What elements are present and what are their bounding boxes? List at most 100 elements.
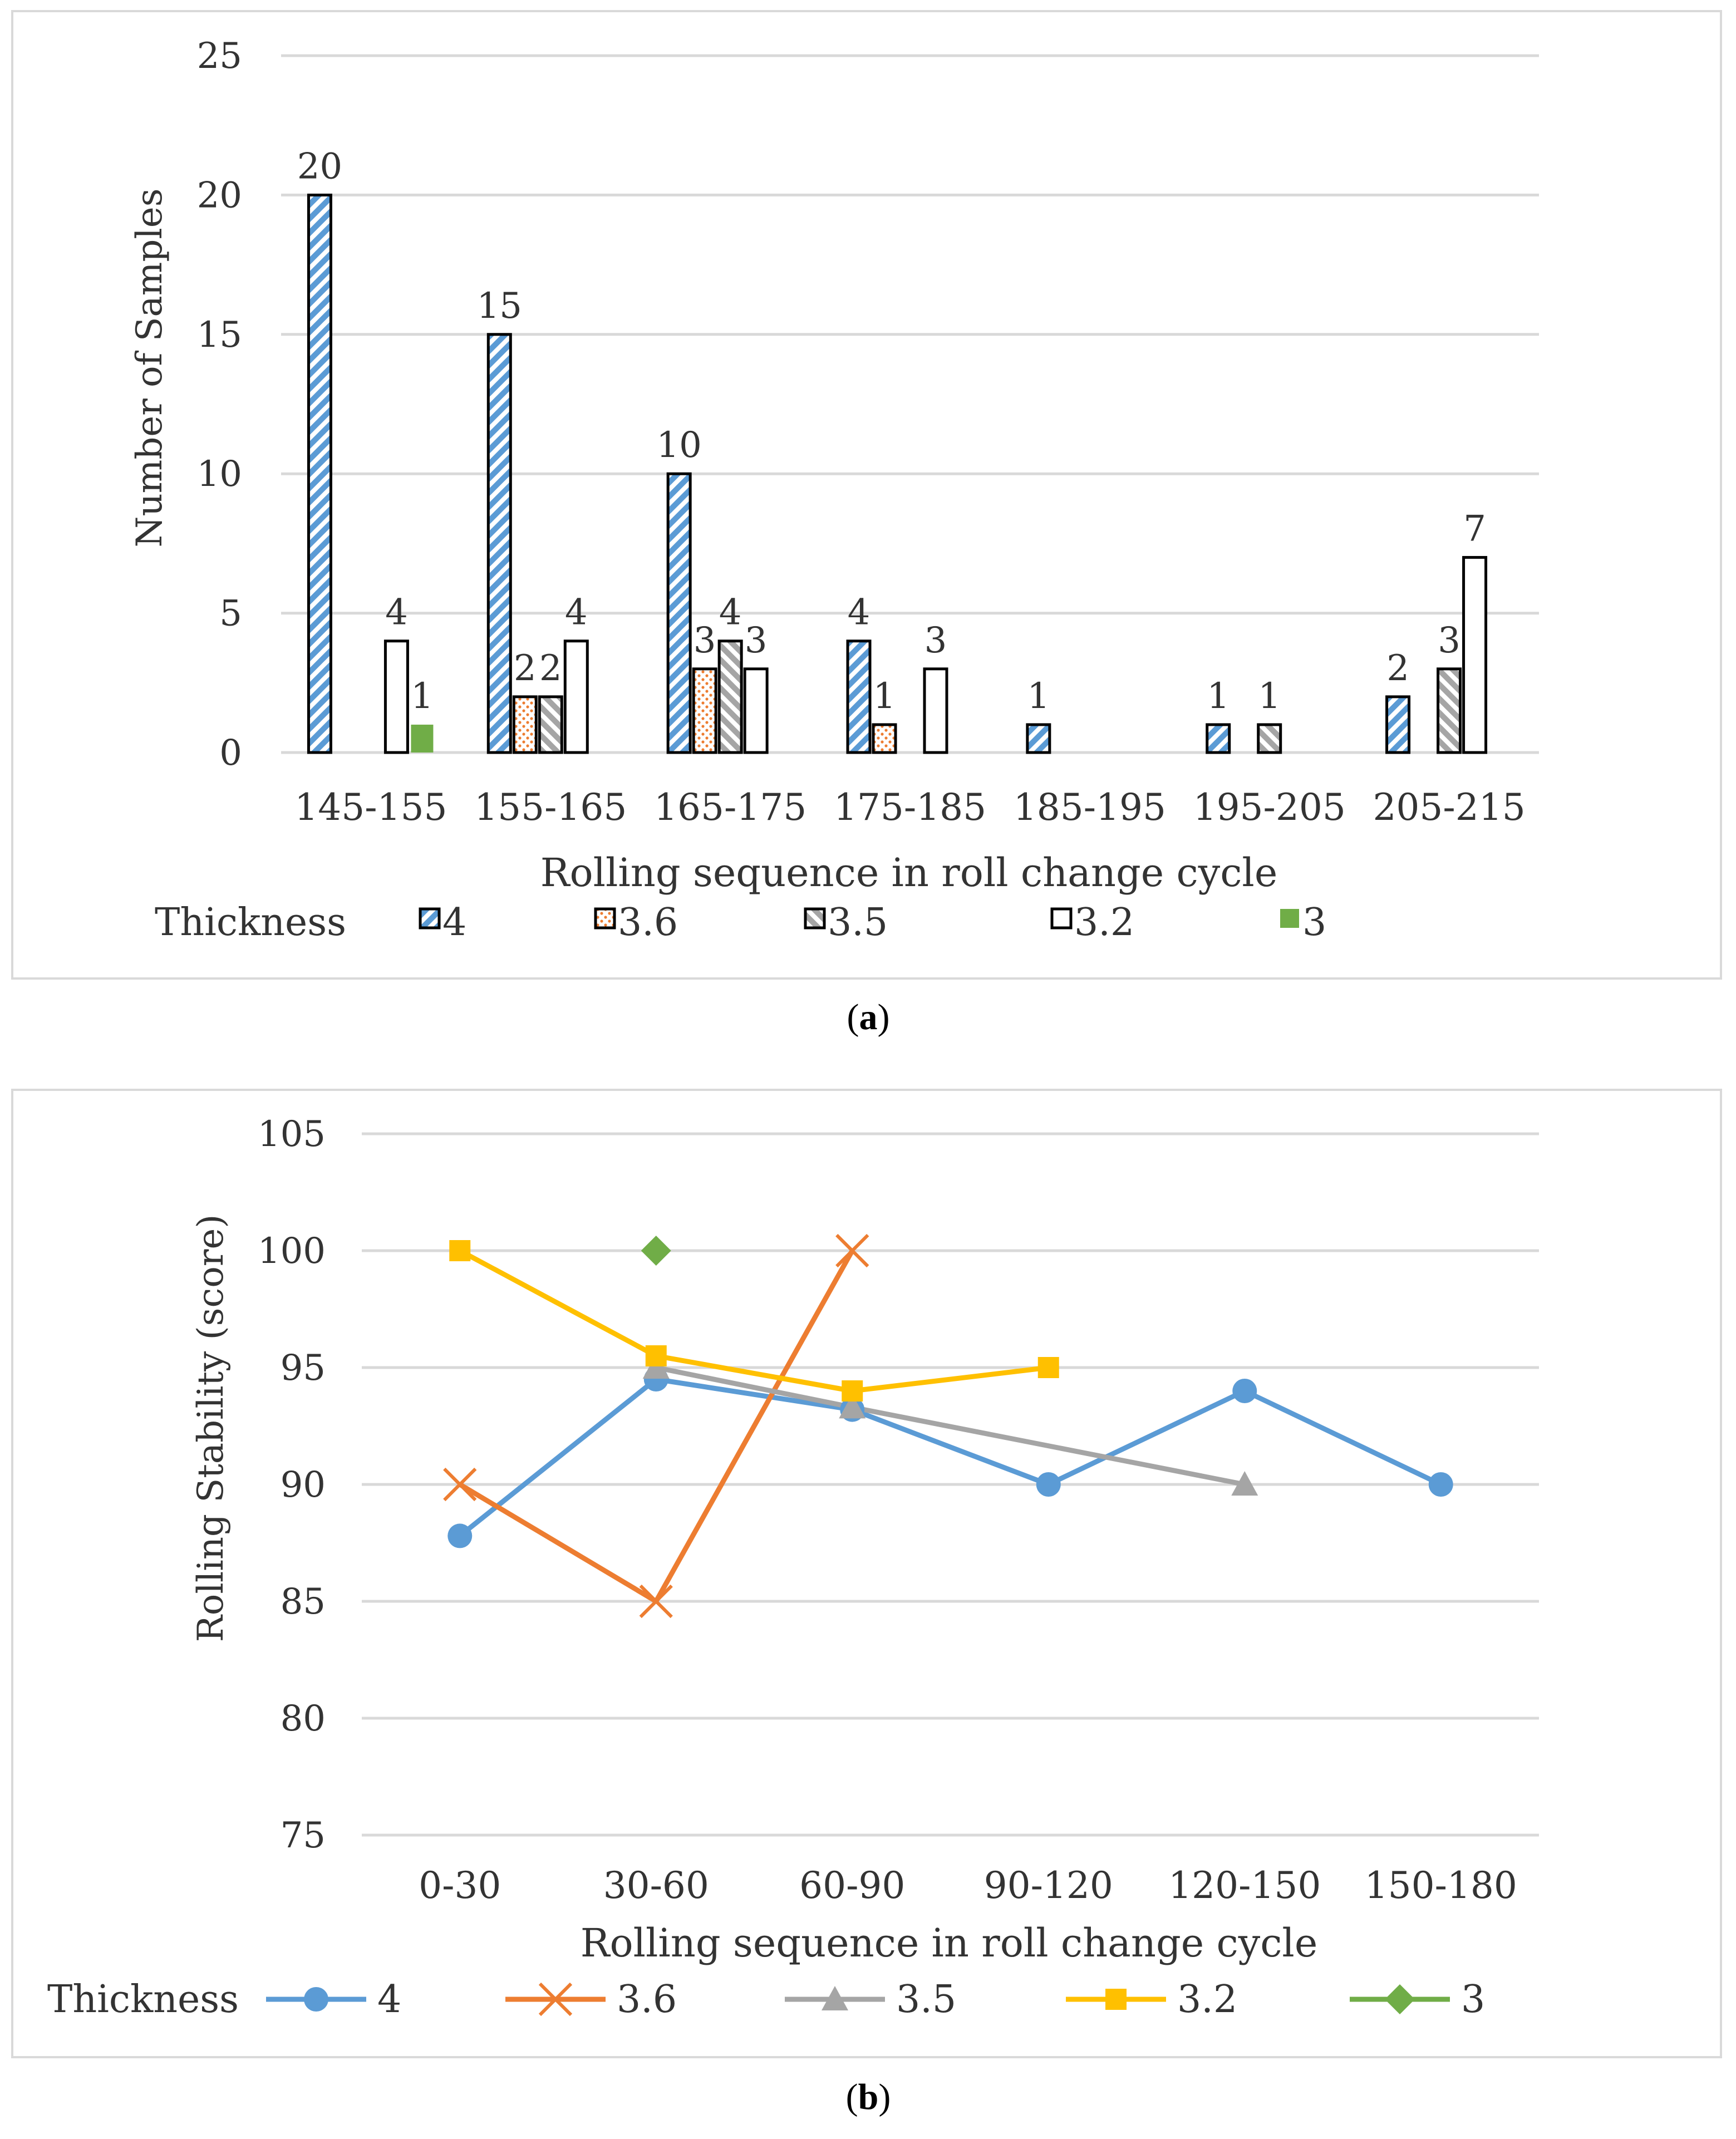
marker-stroke	[639, 1584, 673, 1619]
data-point	[1232, 1379, 1257, 1403]
x-axis-label: Rolling sequence in roll change cycle	[540, 850, 1278, 896]
x-tick-label: 145-155	[294, 786, 447, 829]
y-tick-label: 80	[281, 1698, 326, 1739]
x-tick-label: 0-30	[419, 1864, 501, 1907]
y-tick-label: 5	[219, 593, 242, 635]
x-tick-label: 90-120	[984, 1864, 1113, 1907]
y-tick-label: 20	[197, 175, 242, 216]
legend-label: 3	[1302, 901, 1326, 945]
legend-marker	[1385, 1984, 1415, 2014]
data-label: 3	[924, 620, 947, 661]
legend-swatch	[594, 907, 616, 930]
y-tick-label: 100	[258, 1231, 326, 1272]
data-label: 4	[565, 592, 588, 633]
caption-a: (a)	[847, 997, 890, 1037]
legend-marker	[538, 1982, 573, 2017]
data-label: 2	[514, 648, 537, 689]
y-tick-label: 25	[197, 36, 242, 77]
data-label: 7	[1463, 508, 1486, 549]
bar	[486, 333, 512, 754]
data-label: 4	[848, 592, 871, 633]
legend-title: Thickness	[47, 1978, 239, 2022]
legend-marker	[1105, 1989, 1127, 2010]
data-label: 1	[873, 676, 896, 717]
line-chart: 75 80 85 90 95 100 105 0-30 30-60 60-90 90-120 120…	[47, 1114, 1539, 2022]
data-point	[1036, 1472, 1061, 1497]
data-label: 1	[1207, 676, 1230, 717]
data-point	[1231, 1471, 1258, 1496]
x-tick-label: 205-215	[1373, 786, 1525, 829]
data-label: 2	[539, 648, 562, 689]
bar	[1462, 555, 1488, 754]
data-label: 3	[1438, 620, 1460, 661]
data-label: 15	[477, 286, 522, 327]
bar	[383, 640, 409, 754]
bar	[1437, 667, 1462, 754]
data-point	[641, 1236, 671, 1266]
panel-a-frame	[11, 10, 1722, 980]
data-point	[645, 1345, 667, 1366]
data-label: 4	[385, 592, 408, 633]
series-line	[459, 1248, 1049, 1394]
data-point	[835, 1233, 869, 1268]
data-label: 3	[745, 620, 768, 661]
bar	[692, 667, 717, 754]
y-tick-label: 0	[219, 732, 242, 774]
caption-b: (b)	[845, 2077, 891, 2117]
y-tick-label: 10	[197, 454, 242, 495]
legend-swatch	[804, 907, 826, 930]
bar	[1385, 695, 1411, 754]
y-axis-label: Number of Samples	[129, 188, 170, 547]
marker-stroke	[538, 1982, 573, 2017]
marker-stroke	[443, 1467, 477, 1502]
y-tick-label: 15	[197, 314, 242, 356]
y-tick-label: 105	[258, 1114, 326, 1155]
x-tick-label: 165-175	[654, 786, 806, 829]
legend-label: 3.5	[896, 1978, 956, 2022]
bar	[563, 640, 589, 754]
y-tick-label: 95	[281, 1348, 326, 1389]
data-point	[839, 1394, 866, 1419]
data-label: 1	[1258, 676, 1281, 717]
data-label: 20	[297, 146, 342, 187]
legend-label: 3	[1461, 1978, 1485, 2022]
legend-marker	[822, 1986, 848, 2010]
legend-label: 3.2	[1177, 1978, 1237, 2022]
bar	[666, 472, 692, 754]
legend-title: Thickness	[155, 901, 346, 945]
y-tick-label: 90	[281, 1464, 326, 1506]
x-tick-label: 30-60	[603, 1864, 709, 1907]
y-axis-label: Rolling Stability (score)	[190, 1214, 232, 1643]
y-tick-label: 75	[281, 1815, 326, 1856]
legend-label: 3.5	[828, 901, 888, 945]
bar	[512, 695, 538, 754]
x-tick-label: 150-180	[1365, 1864, 1517, 1907]
x-tick-label: 175-185	[834, 786, 986, 829]
data-label: 1	[1027, 676, 1050, 717]
bar	[307, 193, 332, 754]
data-point	[842, 1380, 863, 1402]
series-line	[458, 1376, 1442, 1538]
data-label: 1	[411, 676, 434, 717]
legend-marker	[304, 1987, 328, 2012]
bar	[872, 723, 897, 754]
bar	[717, 640, 743, 754]
bar	[538, 695, 563, 754]
data-label: 10	[656, 425, 701, 466]
x-tick-label: 120-150	[1168, 1864, 1321, 1907]
legend-swatch	[419, 907, 441, 930]
x-tick-label: 60-90	[799, 1864, 905, 1907]
data-point	[639, 1584, 673, 1619]
data-point	[449, 1240, 471, 1261]
y-tick-label: 85	[281, 1581, 326, 1622]
legend-label: 4	[377, 1978, 401, 2022]
data-point	[447, 1523, 473, 1548]
legend-swatch	[1050, 907, 1073, 930]
x-tick-label: 195-205	[1193, 786, 1346, 829]
bar	[743, 667, 769, 754]
bar	[1206, 723, 1231, 754]
legend-label: 3.6	[618, 901, 678, 945]
x-tick-label: 155-165	[474, 786, 627, 829]
legend-label: 3.2	[1074, 901, 1134, 945]
